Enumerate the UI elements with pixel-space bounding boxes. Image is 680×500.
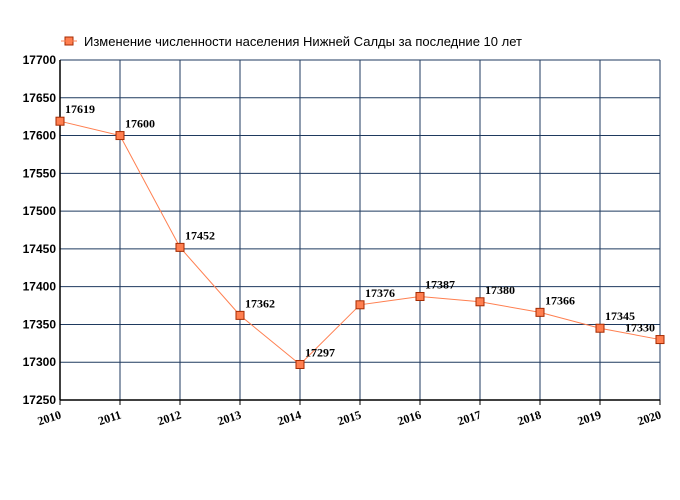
series: 17619 17600 17452 17362 17297 17376 17387 17380… bbox=[55, 102, 665, 369]
x-tick-label: 2015 bbox=[336, 408, 363, 429]
data-label: 17366 bbox=[545, 293, 575, 307]
data-point bbox=[175, 242, 185, 252]
data-label: 17345 bbox=[605, 309, 635, 323]
y-tick-label: 17350 bbox=[23, 317, 57, 331]
legend-entry: Изменение численности населения Нижней С… bbox=[84, 34, 522, 49]
data-point bbox=[355, 300, 365, 310]
data-label: 17600 bbox=[125, 117, 155, 131]
x-tick-label: 2020 bbox=[636, 408, 663, 429]
data-label: 17297 bbox=[305, 345, 335, 359]
data-point bbox=[235, 310, 245, 320]
data-label: 17452 bbox=[185, 228, 215, 242]
y-tick-label: 17600 bbox=[23, 129, 57, 143]
data-point bbox=[115, 131, 125, 141]
x-tick-label: 2011 bbox=[96, 408, 123, 429]
data-point bbox=[655, 335, 665, 345]
data-point bbox=[595, 323, 605, 333]
x-tick-label: 2014 bbox=[276, 408, 303, 429]
data-label: 17362 bbox=[245, 296, 275, 310]
y-tick-label: 17400 bbox=[23, 280, 57, 294]
data-label: 17619 bbox=[65, 102, 95, 116]
data-point bbox=[295, 359, 305, 369]
y-tick-label: 17450 bbox=[23, 242, 57, 256]
x-tick-label: 2012 bbox=[156, 408, 183, 429]
data-label: 17387 bbox=[425, 277, 455, 291]
data-point bbox=[535, 307, 545, 317]
y-tick-label: 17700 bbox=[23, 53, 57, 67]
data-point bbox=[415, 291, 425, 301]
y-tick-label: 17500 bbox=[23, 204, 57, 218]
y-tick-label: 17300 bbox=[23, 355, 57, 369]
grid bbox=[59, 59, 661, 401]
legend: Изменение численности населения Нижней С… bbox=[61, 34, 522, 49]
y-tick-label: 17550 bbox=[23, 166, 57, 180]
data-label: 17330 bbox=[625, 321, 655, 335]
x-tick-label: 2013 bbox=[216, 408, 243, 429]
y-tick-label: 17250 bbox=[23, 393, 57, 407]
x-tick-label: 2019 bbox=[576, 408, 603, 429]
data-point bbox=[475, 297, 485, 307]
x-tick-label: 2018 bbox=[516, 408, 543, 429]
x-axis: 2010 2011 2012 2013 2014 2015 2016 2017 2018 2019… bbox=[36, 400, 663, 428]
x-tick-label: 2010 bbox=[36, 408, 63, 429]
x-tick-label: 2016 bbox=[396, 408, 423, 429]
data-point bbox=[55, 116, 65, 126]
y-tick-label: 17650 bbox=[23, 91, 57, 105]
y-axis: 17250 17300 17350 17400 17450 17500 17550 17600… bbox=[23, 53, 57, 407]
data-label: 17376 bbox=[365, 286, 395, 300]
x-tick-label: 2017 bbox=[456, 408, 483, 429]
data-label: 17380 bbox=[485, 283, 515, 297]
